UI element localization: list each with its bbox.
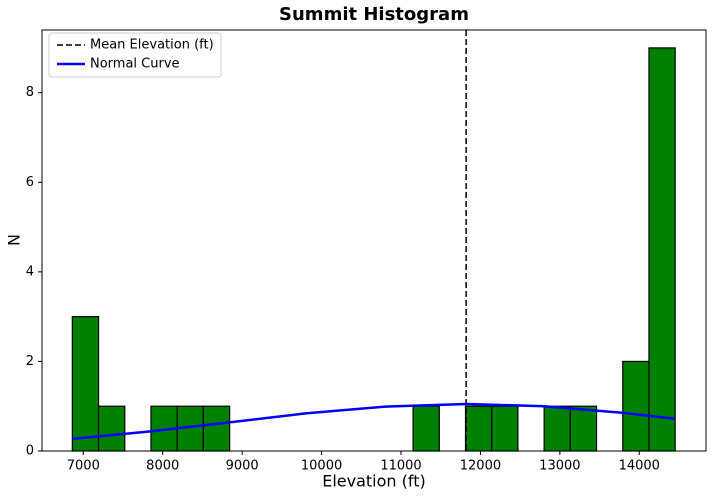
normal-curve — [72, 402, 676, 441]
x-tick-label: 9000 — [226, 459, 259, 474]
y-axis-label: N — [5, 234, 24, 246]
bar — [71, 316, 100, 452]
y-tick-label: 4 — [26, 264, 34, 279]
x-tick-label: 11000 — [380, 459, 421, 474]
y-tick-label: 2 — [26, 354, 34, 369]
x-tick-label: 12000 — [460, 459, 501, 474]
x-tick-label: 13000 — [539, 459, 580, 474]
bar — [569, 405, 598, 452]
bar — [543, 405, 571, 452]
legend-label: Normal Curve — [90, 57, 180, 72]
legend-label: Mean Elevation (ft) — [90, 38, 214, 53]
y-tick-label: 8 — [26, 85, 34, 100]
x-tick-label: 7000 — [67, 459, 100, 474]
bar — [622, 360, 650, 452]
y-tick-label: 0 — [26, 444, 34, 459]
x-axis-label: Elevation (ft) — [322, 472, 426, 491]
plot-frame — [41, 29, 707, 452]
y-tick-label: 6 — [26, 175, 34, 190]
x-tick-label: 10000 — [301, 459, 342, 474]
bar — [202, 405, 231, 452]
bar — [648, 47, 676, 452]
chart-title: Summit Histogram — [279, 4, 469, 25]
bar — [464, 405, 493, 452]
legend-box — [48, 32, 222, 78]
x-tick-label: 8000 — [146, 459, 179, 474]
bar — [97, 405, 126, 452]
bar — [412, 405, 440, 452]
bar — [491, 405, 519, 452]
x-tick-label: 14000 — [619, 459, 660, 474]
